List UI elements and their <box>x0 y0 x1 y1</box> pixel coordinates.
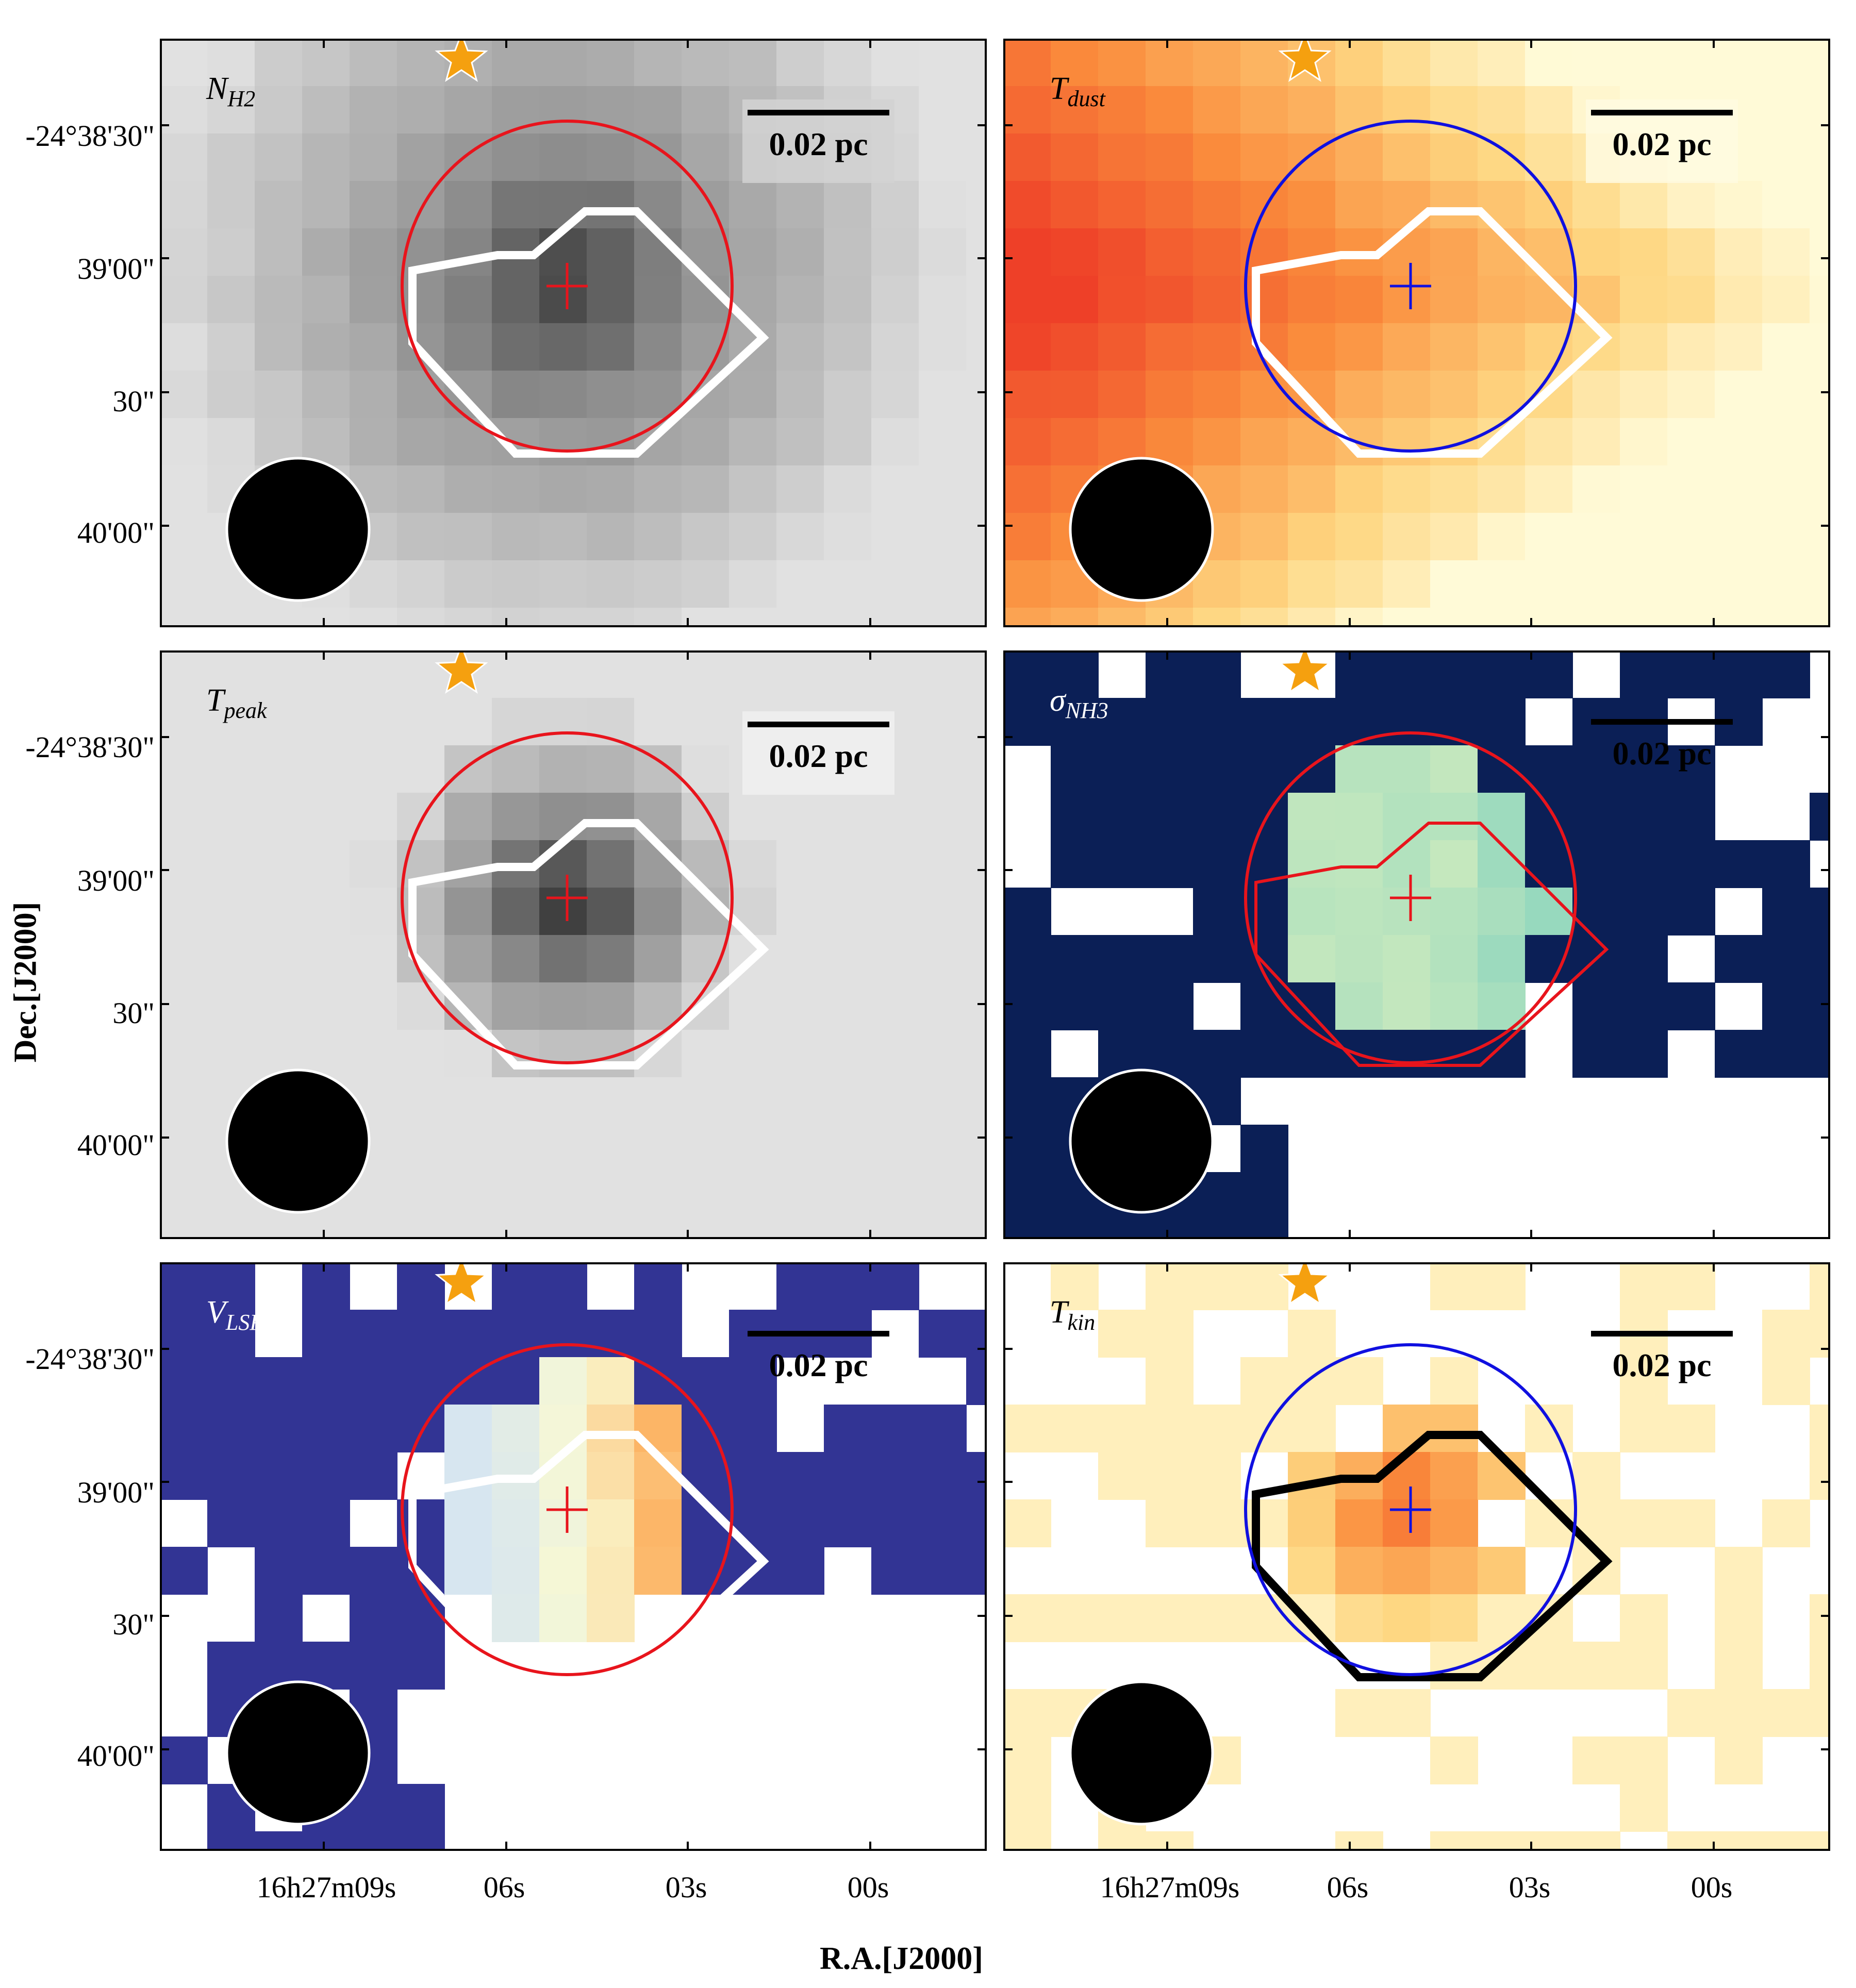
ytick-label: 30" <box>112 996 155 1030</box>
aperture-circle <box>401 120 734 453</box>
ytick-label: -24°38'30" <box>25 119 155 153</box>
scale-bar: 0.02 pc <box>1591 719 1733 804</box>
aperture-circle <box>1244 120 1577 453</box>
scale-bar: 0.02 pc <box>1586 99 1738 183</box>
core-contour <box>408 207 769 458</box>
ytick-label: 40'00" <box>77 1739 155 1773</box>
beam-circle <box>1069 1680 1214 1826</box>
panel-tdust: Tdust 0.02 pc <box>1003 39 1830 627</box>
core-contour <box>1254 822 1609 1067</box>
ytick-label: 30" <box>112 385 155 418</box>
xtick-label: 03s <box>665 1870 707 1904</box>
xtick-label: 06s <box>483 1870 525 1904</box>
beam-circle <box>1069 457 1214 602</box>
aperture-circle <box>401 1343 734 1676</box>
y-axis-title: Dec.[J2000] <box>8 901 43 1063</box>
scale-bar: 0.02 pc <box>1591 1331 1733 1416</box>
panel-label-tdust: Tdust <box>1050 71 1105 111</box>
ytick-label: 40'00" <box>77 516 155 549</box>
panel-label-tpeak: Tpeak <box>206 683 267 723</box>
pixel-grid <box>1003 650 1830 1239</box>
ytick-label: 39'00" <box>77 252 155 286</box>
ytick-label: 40'00" <box>77 1128 155 1162</box>
scale-bar: 0.02 pc <box>748 1331 889 1416</box>
panel-tpeak: Tpeak 0.02 pc <box>160 650 987 1239</box>
star-icon <box>435 650 488 694</box>
panel-label-tkin: Tkin <box>1050 1295 1096 1335</box>
star-icon <box>435 1262 488 1306</box>
xtick-label: 16h27m09s <box>1100 1870 1240 1904</box>
x-axis-title: R.A.[J2000] <box>820 1941 983 1976</box>
map-tdust <box>1003 39 1830 627</box>
panel-tkin: Tkin 0.02 pc <box>1003 1262 1830 1851</box>
aperture-circle <box>401 731 734 1064</box>
map-vlsr <box>160 1262 987 1851</box>
panel-label-sigma: σNH3 <box>1050 683 1108 723</box>
ytick-label: -24°38'30" <box>25 730 155 764</box>
core-contour <box>408 819 769 1070</box>
pixel-grid <box>160 650 987 1239</box>
star-icon <box>1278 1262 1332 1306</box>
beam-circle <box>225 457 371 602</box>
core-contour <box>408 1431 769 1681</box>
panel-nh2: NH2 0.02 pc <box>160 39 987 627</box>
beam-circle <box>225 1680 371 1826</box>
map-tpeak <box>160 650 987 1239</box>
panel-label-nh2: NH2 <box>206 71 256 111</box>
star-icon <box>435 39 488 82</box>
pixel-grid <box>160 1262 987 1851</box>
star-icon <box>1278 650 1332 694</box>
xtick-label: 16h27m09s <box>256 1870 396 1904</box>
aperture-circle <box>1244 1343 1577 1676</box>
aperture-circle <box>1244 731 1577 1064</box>
core-contour <box>1252 1431 1613 1681</box>
ytick-label: 30" <box>112 1608 155 1641</box>
panel-label-vlsr: VLSR <box>206 1295 264 1335</box>
star-icon <box>1278 39 1332 82</box>
scale-bar: 0.02 pc <box>742 711 894 795</box>
beam-circle <box>225 1068 371 1214</box>
ytick-label: 39'00" <box>77 1476 155 1509</box>
panel-vlsr: VLSR 0.02 pc <box>160 1262 987 1851</box>
scale-bar: 0.02 pc <box>742 99 894 183</box>
map-sigma <box>1003 650 1830 1239</box>
xtick-label: 00s <box>847 1870 889 1904</box>
ytick-label: 39'00" <box>77 864 155 897</box>
xtick-label: 03s <box>1509 1870 1551 1904</box>
core-contour <box>1252 207 1613 458</box>
xtick-label: 06s <box>1327 1870 1369 1904</box>
map-tkin <box>1003 1262 1830 1851</box>
ytick-label: -24°38'30" <box>25 1342 155 1376</box>
xtick-label: 00s <box>1691 1870 1733 1904</box>
panel-sigma: σNH3 0.02 pc <box>1003 650 1830 1239</box>
pixel-grid <box>1003 39 1830 627</box>
beam-circle <box>1069 1068 1214 1214</box>
